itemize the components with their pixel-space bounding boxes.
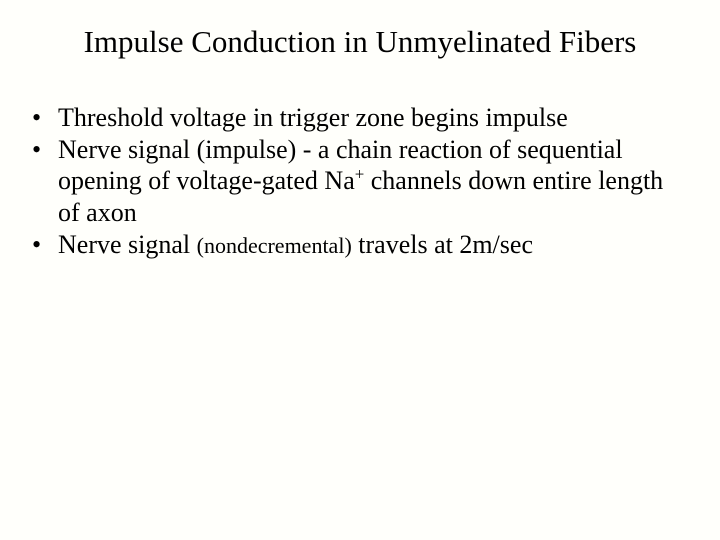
superscript: + <box>355 165 365 184</box>
list-item: Nerve signal (impulse) - a chain reactio… <box>30 134 690 229</box>
slide-title: Impulse Conduction in Unmyelinated Fiber… <box>20 24 700 60</box>
bullet-paren: (nondecremental) <box>197 233 352 258</box>
list-item: Threshold voltage in trigger zone begins… <box>30 102 690 134</box>
slide: Impulse Conduction in Unmyelinated Fiber… <box>0 0 720 540</box>
bullet-text-pre: Nerve signal <box>58 230 197 259</box>
bullet-text: Threshold voltage in trigger zone begins… <box>58 103 568 132</box>
bullet-list: Threshold voltage in trigger zone begins… <box>20 102 700 261</box>
list-item: Nerve signal (nondecremental) travels at… <box>30 229 690 261</box>
bullet-text-post: travels at 2m/sec <box>352 230 533 259</box>
